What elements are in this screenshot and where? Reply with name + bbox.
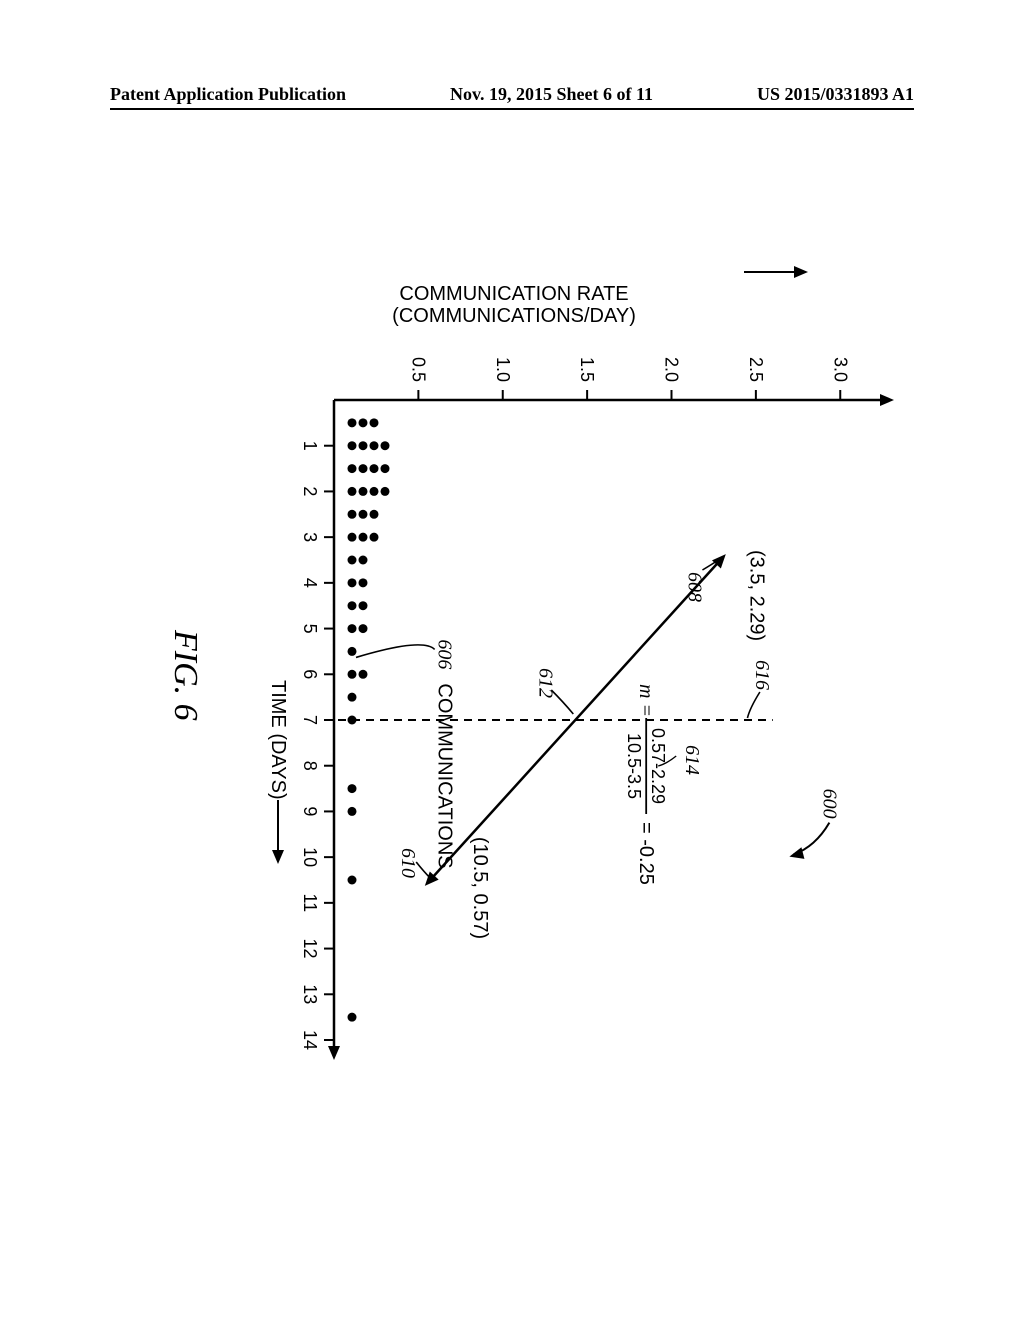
- communication-dot: [348, 876, 357, 885]
- x-tick-label: 14: [300, 1030, 320, 1050]
- communication-dot: [348, 670, 357, 679]
- y-axis-sublabel: (COMMUNICATIONS/DAY): [392, 305, 636, 327]
- y-tick-label: 2.0: [662, 357, 682, 382]
- communication-dot: [348, 578, 357, 587]
- communication-dot: [370, 441, 379, 450]
- chart-svg: 12345678910111213140.51.01.52.02.53.0TIM…: [110, 200, 914, 1100]
- slope-ref: 614: [681, 745, 703, 775]
- x-tick-label: 7: [300, 715, 320, 725]
- communication-dot: [348, 784, 357, 793]
- divider-leader: [747, 692, 759, 718]
- figure-rotated-wrapper: 12345678910111213140.51.01.52.02.53.0TIM…: [110, 200, 914, 1100]
- figure-ref: 600: [818, 789, 840, 819]
- y-axis-label: COMMUNICATION RATE: [399, 283, 628, 305]
- y-axis-label-group: COMMUNICATION RATE(COMMUNICATIONS/DAY): [392, 283, 636, 327]
- y-tick-label: 2.5: [746, 357, 766, 382]
- communication-dot: [348, 441, 357, 450]
- divider-ref: 616: [751, 660, 773, 690]
- header-center: Nov. 19, 2015 Sheet 6 of 11: [450, 84, 653, 105]
- communication-dot: [348, 556, 357, 565]
- y-tick-label: 1.0: [493, 357, 513, 382]
- y-tick-label: 3.0: [830, 357, 850, 382]
- page-header: Patent Application Publication Nov. 19, …: [0, 84, 1024, 105]
- x-tick-label: 9: [300, 806, 320, 816]
- x-axis-label: TIME (DAYS): [267, 680, 289, 800]
- communication-dot: [359, 418, 368, 427]
- communication-dot: [348, 533, 357, 542]
- communication-dot: [370, 418, 379, 427]
- figure-container: 12345678910111213140.51.01.52.02.53.0TIM…: [110, 200, 914, 1100]
- point1-label: (3.5, 2.29): [745, 550, 767, 641]
- communication-dot: [348, 464, 357, 473]
- dots-ref: 606: [434, 639, 456, 669]
- communication-dot: [370, 533, 379, 542]
- point2-label: (10.5, 0.57): [469, 837, 491, 939]
- x-tick-label: 6: [300, 669, 320, 679]
- dots-leader: [356, 645, 435, 658]
- x-axis-arrow: [328, 1046, 340, 1060]
- x-tick-label: 11: [300, 894, 320, 913]
- line-ref: 612: [534, 668, 556, 698]
- communication-dot: [348, 807, 357, 816]
- communication-dot: [359, 670, 368, 679]
- line-ref-leader: [551, 690, 573, 714]
- communication-dot: [370, 487, 379, 496]
- point1-ref: 608: [683, 572, 705, 602]
- communication-dot: [348, 624, 357, 633]
- communication-dot: [359, 464, 368, 473]
- communication-dot: [348, 647, 357, 656]
- slope-result: = -0.25: [635, 822, 657, 885]
- communication-dot: [381, 441, 390, 450]
- slope-numerator: 0.57-2.29: [648, 728, 668, 804]
- communication-dot: [359, 624, 368, 633]
- communication-dot: [348, 601, 357, 610]
- communication-dot: [359, 487, 368, 496]
- communication-dot: [348, 487, 357, 496]
- communication-dot: [381, 487, 390, 496]
- communication-dot: [381, 464, 390, 473]
- slope-denominator: 10.5-3.5: [624, 733, 644, 799]
- y-tick-label: 1.5: [577, 357, 597, 382]
- communication-dot: [370, 464, 379, 473]
- x-tick-label: 13: [300, 984, 320, 1004]
- header-right: US 2015/0331893 A1: [757, 84, 914, 105]
- x-tick-label: 4: [300, 578, 320, 588]
- communication-dot: [359, 556, 368, 565]
- figure-label: FIG. 6: [166, 630, 204, 721]
- x-tick-label: 5: [300, 624, 320, 634]
- header-left: Patent Application Publication: [110, 84, 346, 105]
- y-tick-label: 0.5: [408, 357, 428, 382]
- point2-ref: 610: [397, 848, 419, 878]
- header-rule: [110, 108, 914, 110]
- communication-dot: [370, 510, 379, 519]
- communication-dot: [348, 693, 357, 702]
- communication-dot: [348, 510, 357, 519]
- communication-dot: [348, 418, 357, 427]
- communication-dot: [359, 510, 368, 519]
- communication-dot: [359, 601, 368, 610]
- y-axis-arrow: [880, 394, 894, 406]
- x-tick-label: 1: [300, 441, 320, 451]
- communication-dot: [359, 441, 368, 450]
- communication-dot: [359, 533, 368, 542]
- x-tick-label: 10: [300, 847, 320, 867]
- y-axis-label-arrow: [794, 266, 808, 278]
- x-tick-label: 3: [300, 532, 320, 542]
- dots-label: COMMUNICATIONS: [434, 683, 456, 868]
- x-tick-label: 12: [300, 939, 320, 959]
- x-tick-label: 8: [300, 761, 320, 771]
- x-tick-label: 2: [300, 486, 320, 496]
- x-axis-label-arrow: [272, 850, 284, 864]
- figure-ref-arrow: [789, 847, 804, 859]
- communication-dot: [348, 1013, 357, 1022]
- slope-prefix: m =: [635, 684, 657, 717]
- communication-dot: [359, 578, 368, 587]
